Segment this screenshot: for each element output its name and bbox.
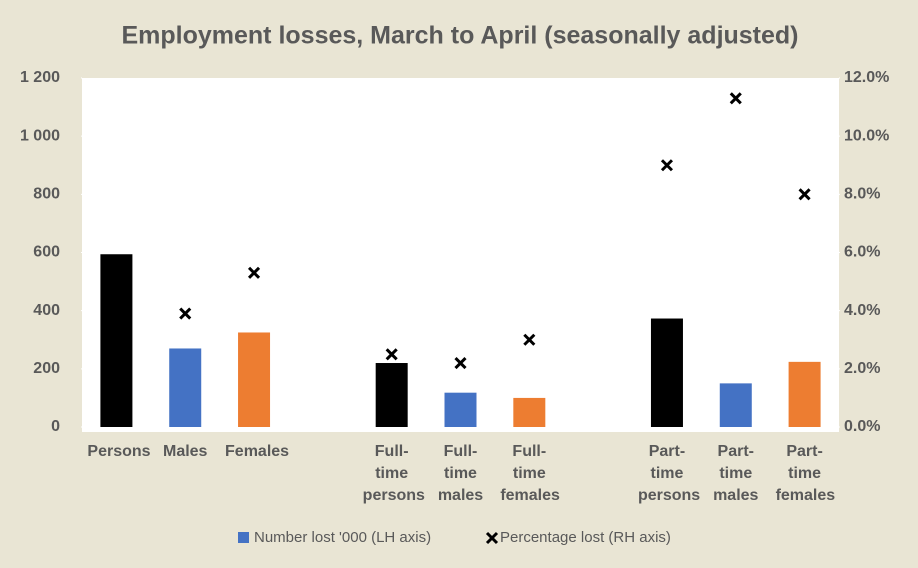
bar: [650, 318, 683, 427]
x-tick-label: Part-time males: [713, 443, 759, 504]
x-tick-label: Part-time females: [775, 443, 836, 504]
x-marker: [247, 266, 261, 279]
bar: [444, 392, 477, 427]
x-marker: [110, 287, 123, 300]
x-marker: [523, 333, 536, 346]
x-tick-label: Males: [162, 443, 208, 460]
legend-label: Percentage lost (RH axis): [500, 529, 671, 546]
legend-swatch: [485, 531, 499, 545]
chart-title: Employment losses, March to April (seaso…: [121, 22, 798, 50]
y-tick-label: 600: [33, 244, 60, 261]
x-tick-label: Persons: [87, 443, 151, 460]
bar: [100, 254, 133, 427]
bar: [788, 361, 821, 427]
x-tick-label: Females: [225, 443, 290, 460]
x-tick-label: Full-time persons: [362, 443, 425, 504]
y2-tick-label: 8.0%: [844, 186, 880, 203]
y2-tick-label: 12.0%: [844, 69, 889, 86]
y-tick-label: 200: [33, 360, 60, 377]
y2-tick-label: 2.0%: [844, 360, 880, 377]
legend-swatch: [238, 532, 249, 543]
y2-tick-label: 10.0%: [844, 127, 889, 144]
legend-label: Number lost '000 (LH axis): [254, 529, 431, 546]
x-tick-label: Full-time males: [437, 443, 484, 504]
y2-tick-label: 0.0%: [844, 418, 880, 435]
x-marker: [729, 92, 742, 105]
bar: [719, 383, 752, 427]
bar: [513, 397, 546, 427]
x-marker: [179, 307, 192, 320]
bar: [238, 332, 271, 427]
x-marker: [798, 188, 811, 201]
y-tick-label: 1 200: [20, 69, 60, 86]
x-tick-label: Full-time females: [500, 443, 560, 504]
y-tick-label: 0: [51, 418, 60, 435]
y-tick-label: 800: [33, 186, 60, 203]
y2-tick-label: 4.0%: [844, 302, 880, 319]
x-tick-label: Part-time persons: [637, 443, 701, 504]
y-tick-label: 1 000: [20, 127, 60, 144]
bar: [169, 348, 202, 427]
x-marker: [385, 348, 398, 361]
x-marker: [660, 159, 674, 172]
y2-tick-label: 6.0%: [844, 244, 880, 261]
plot-area: [82, 78, 839, 432]
bar: [375, 363, 408, 427]
x-marker: [454, 356, 467, 370]
y-tick-label: 400: [33, 302, 60, 319]
